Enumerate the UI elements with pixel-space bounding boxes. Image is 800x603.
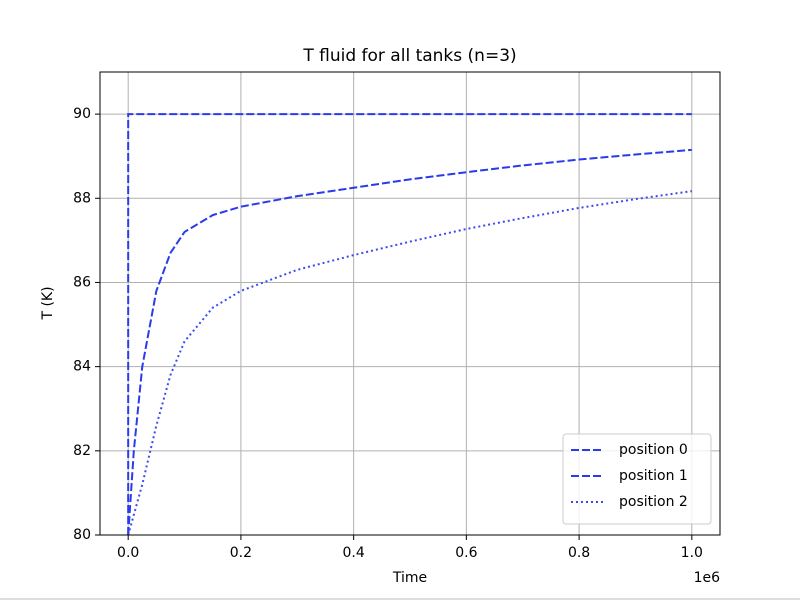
legend-label: position 2	[619, 494, 688, 510]
y-tick-label: 88	[73, 190, 91, 206]
y-tick-label: 84	[73, 359, 91, 375]
legend-label: position 0	[619, 442, 688, 458]
y-tick-label: 82	[73, 443, 91, 459]
x-tick-label: 0.2	[230, 545, 252, 561]
line-series	[127, 148, 692, 536]
x-tick-label: 0.4	[343, 545, 365, 561]
y-axis-label: T (K)	[40, 286, 56, 320]
x-axis-label: Time	[392, 570, 427, 586]
plot-frame	[99, 71, 721, 536]
y-tick-label: 80	[73, 527, 91, 543]
x-offset-label: 1e6	[694, 570, 721, 586]
x-tick-label: 0.0	[117, 545, 139, 561]
line-series	[127, 190, 692, 536]
chart-title: T fluid for all tanks (n=3)	[302, 46, 516, 66]
legend-label: position 1	[619, 468, 688, 484]
line-series	[127, 113, 692, 535]
x-tick-label: 0.6	[455, 545, 477, 561]
x-tick-label: 1.0	[681, 545, 703, 561]
legend-box	[562, 433, 712, 525]
y-tick-label: 86	[73, 274, 91, 290]
x-tick-label: 0.8	[568, 545, 590, 561]
y-tick-label: 90	[73, 106, 91, 122]
